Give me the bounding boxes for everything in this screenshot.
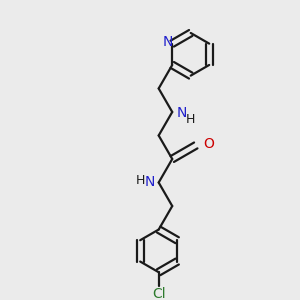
Text: N: N	[162, 35, 172, 49]
Text: N: N	[144, 175, 155, 189]
Text: H: H	[186, 113, 195, 126]
Text: H: H	[136, 174, 145, 187]
Text: Cl: Cl	[152, 286, 166, 300]
Text: O: O	[203, 136, 214, 151]
Text: N: N	[176, 106, 187, 120]
